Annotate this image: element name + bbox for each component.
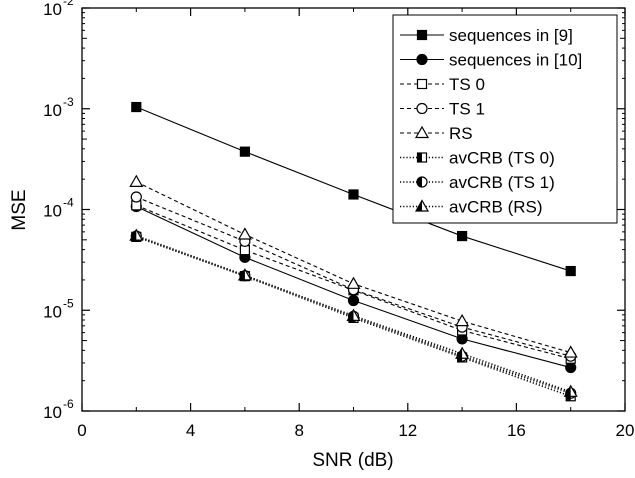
- x-tick-label: 0: [77, 421, 86, 440]
- y-axis: 10-610-510-410-310-2: [43, 0, 625, 422]
- legend-marker: [416, 53, 428, 66]
- legend-item: TS 1: [400, 100, 485, 119]
- legend-item: RS: [400, 124, 473, 143]
- legend-label: sequences in [10]: [449, 51, 582, 70]
- legend-label: avCRB (RS): [449, 198, 543, 217]
- y-tick-label-exponent: -5: [63, 296, 74, 310]
- y-tick-label: 10: [43, 302, 62, 321]
- legend-marker: [414, 125, 430, 139]
- y-tick-label-exponent: -6: [63, 397, 74, 411]
- data-point: [239, 245, 250, 256]
- data-point: [347, 294, 360, 307]
- series-line: [136, 196, 571, 357]
- legend-item: TS 0: [400, 75, 485, 94]
- x-tick-label: 20: [616, 421, 635, 440]
- x-axis: 0 4 8 12 16 20: [77, 8, 634, 440]
- legend-marker-half: [417, 153, 422, 162]
- data-point-half: [456, 347, 463, 359]
- x-tick-label: 16: [507, 421, 526, 440]
- legend-item: avCRB (RS): [400, 198, 543, 217]
- legend-label: RS: [449, 124, 473, 143]
- legend-marker: [416, 102, 428, 115]
- series-1: [131, 101, 576, 277]
- data-point-half: [130, 229, 137, 241]
- data-point-half: [238, 269, 245, 280]
- legend-marker: [416, 78, 428, 90]
- data-point: [565, 265, 576, 277]
- y-tick-label-exponent: -2: [63, 0, 74, 8]
- data-point: [563, 345, 578, 358]
- data-point-half: [564, 385, 571, 397]
- y-axis-label: MSE: [9, 189, 30, 230]
- data-point: [131, 101, 142, 113]
- data-point: [348, 189, 359, 200]
- y-tick-label: 10: [43, 403, 62, 422]
- y-tick-label: 10: [43, 202, 62, 221]
- legend-item: avCRB (TS 0): [400, 149, 555, 168]
- x-tick-label: 8: [294, 421, 303, 440]
- x-tick-label: 4: [186, 421, 195, 440]
- y-tick-label: 10: [43, 0, 62, 19]
- legend-item: sequences in [9]: [400, 26, 573, 45]
- y-tick-label-exponent: -4: [63, 196, 74, 210]
- legend-box: [392, 14, 618, 224]
- data-point-half: [347, 309, 354, 321]
- legend-marker-half: [416, 200, 422, 211]
- legend-marker: [416, 29, 428, 41]
- data-point: [129, 174, 144, 187]
- y-tick-label: 10: [43, 101, 62, 120]
- data-point: [565, 361, 577, 374]
- series-8: [129, 228, 578, 397]
- series-5: [129, 174, 578, 358]
- data-point: [455, 313, 470, 327]
- legend-marker-half: [417, 177, 422, 187]
- data-point: [130, 191, 142, 203]
- x-tick-label: 12: [398, 421, 417, 440]
- legend-item: avCRB (TS 1): [400, 173, 555, 192]
- legend-item: sequences in [10]: [400, 51, 582, 70]
- data-point: [237, 227, 252, 240]
- y-tick-label-exponent: -3: [63, 95, 74, 109]
- data-point: [239, 146, 250, 157]
- x-axis-label: SNR (dB): [312, 450, 393, 471]
- legend-label: TS 1: [449, 100, 485, 119]
- series-layer: [129, 101, 578, 402]
- data-point: [346, 276, 361, 289]
- legend: sequences in [9] sequences in [10] TS 0 TS …: [392, 14, 618, 224]
- legend-label: avCRB (TS 1): [449, 173, 555, 192]
- legend-label: sequences in [9]: [449, 26, 573, 45]
- legend-label: avCRB (TS 0): [449, 149, 555, 168]
- data-point: [457, 230, 468, 242]
- legend-label: TS 0: [449, 75, 485, 94]
